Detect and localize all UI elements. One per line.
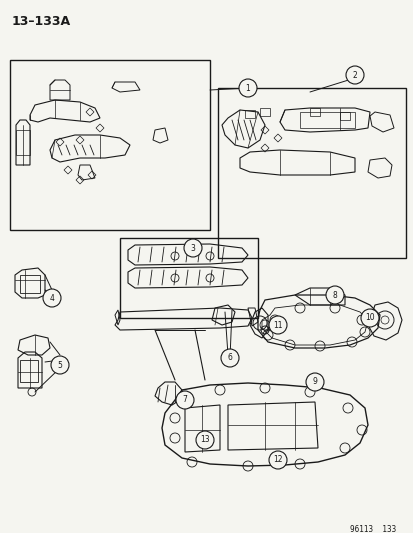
Circle shape <box>195 431 214 449</box>
Text: 6: 6 <box>227 353 232 362</box>
Text: 1: 1 <box>245 84 250 93</box>
Text: 7: 7 <box>182 395 187 405</box>
Bar <box>16 130 30 155</box>
Text: 13: 13 <box>200 435 209 445</box>
Text: 2: 2 <box>352 70 356 79</box>
Circle shape <box>305 373 323 391</box>
Circle shape <box>360 309 378 327</box>
Text: 10: 10 <box>364 313 374 322</box>
Text: 12: 12 <box>273 456 282 464</box>
Circle shape <box>268 316 286 334</box>
Circle shape <box>176 391 194 409</box>
Bar <box>20 275 40 293</box>
Bar <box>10 60 209 230</box>
Text: 3: 3 <box>190 244 195 253</box>
Circle shape <box>221 349 238 367</box>
Circle shape <box>325 286 343 304</box>
Bar <box>120 238 257 318</box>
Circle shape <box>238 79 256 97</box>
Text: 11: 11 <box>273 320 282 329</box>
Text: 13–133A: 13–133A <box>12 15 71 28</box>
Text: 4: 4 <box>50 294 54 303</box>
Circle shape <box>183 239 202 257</box>
Bar <box>20 360 38 382</box>
Bar <box>299 112 354 128</box>
Text: 5: 5 <box>57 360 62 369</box>
Text: 9: 9 <box>312 377 317 386</box>
Circle shape <box>51 356 69 374</box>
Text: 96113  133: 96113 133 <box>349 525 395 533</box>
Circle shape <box>43 289 61 307</box>
Circle shape <box>268 451 286 469</box>
Circle shape <box>345 66 363 84</box>
Bar <box>218 88 405 258</box>
Text: 8: 8 <box>332 290 337 300</box>
